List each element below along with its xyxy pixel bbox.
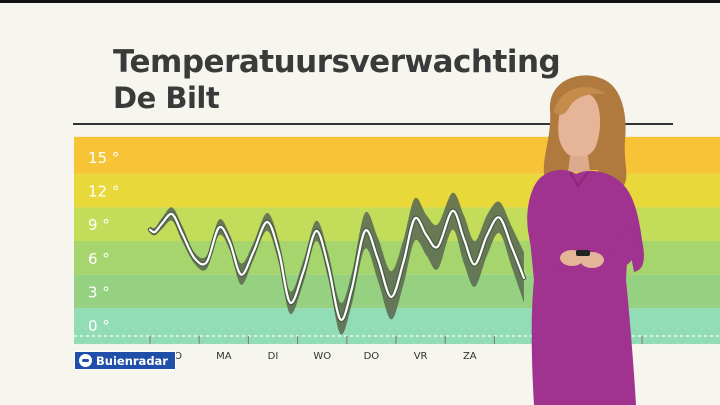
x-tick-label: DI [268, 351, 279, 362]
logo-label: Buienradar [96, 353, 168, 368]
buienradar-cloud-icon [79, 354, 92, 367]
chart-title: Temperatuursverwachting [113, 44, 561, 80]
x-tick-label: WO [313, 351, 331, 362]
uncertainty-band [150, 192, 524, 335]
chart-header: Temperatuursverwachting De Bilt [113, 44, 561, 116]
x-tick-label: VR [414, 351, 428, 362]
buienradar-logo: Buienradar [74, 351, 176, 370]
y-tick-label: 6 ° [88, 250, 110, 268]
presenter-face [558, 92, 601, 158]
forecast-line [148, 209, 525, 321]
y-tick-label: 15 ° [88, 149, 119, 167]
weather-presenter [527, 75, 644, 405]
top-bar [0, 0, 720, 3]
title-divider [73, 123, 673, 125]
chart-subtitle: De Bilt [113, 81, 220, 115]
x-tick-label: ZA [463, 351, 477, 362]
y-tick-label: 12 ° [88, 183, 119, 201]
presenter-dress [527, 169, 644, 405]
y-tick-label: 3 ° [88, 283, 110, 301]
y-tick-label: 9 ° [88, 216, 110, 234]
y-axis-ticks: 0 ° 3 ° 6 ° 9 ° 12 ° 15 ° [88, 149, 119, 335]
y-tick-label: 0 ° [88, 317, 110, 335]
x-tick-label: MA [216, 351, 232, 362]
x-tick-label: DO [364, 351, 380, 362]
